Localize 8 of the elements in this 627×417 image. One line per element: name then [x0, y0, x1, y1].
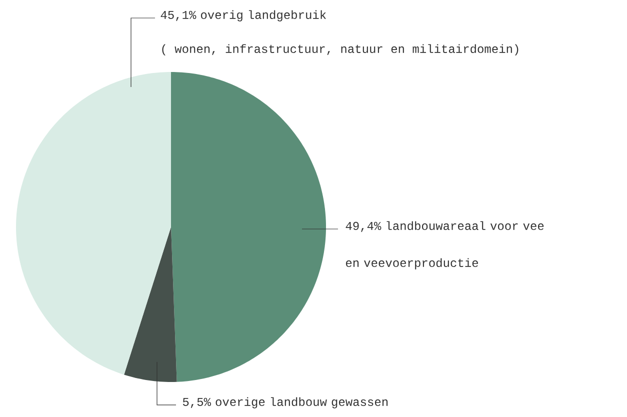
data-label: 49,4% [346, 222, 382, 232]
text: ( wonen, infrastructuur, natuur en militairdomein) [162, 44, 518, 56]
category-label: en veevoerproductie [346, 258, 478, 270]
slice-label: overige landbouw gewassen [216, 397, 388, 408]
category-label: landbouwareaal voor vee [386, 221, 544, 230]
data-label: 5,5% [182, 398, 212, 408]
slice-label: overig landgebruik [200, 10, 326, 22]
data-label: 45,1% [160, 10, 196, 22]
